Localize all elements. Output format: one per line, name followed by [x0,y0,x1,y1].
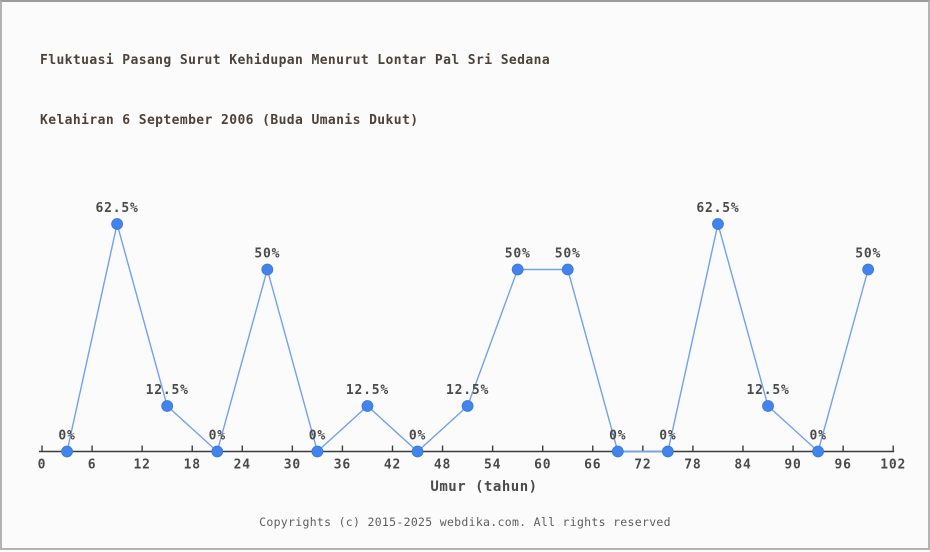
data-point-marker [61,445,73,458]
x-axis-tick-label: 96 [834,458,851,473]
x-axis-tick-label: 78 [684,458,701,473]
data-point-marker [862,263,875,276]
x-axis-tick-label: 72 [634,458,651,473]
x-axis-tick-label: 6 [88,458,97,473]
data-point-label: 50% [555,247,581,262]
data-point-label: 62.5% [96,201,139,216]
x-axis-tick-label: 90 [784,458,801,473]
x-axis-tick-label: 30 [284,458,301,473]
chart-title-line-2: Kelahiran 6 September 2006 (Buda Umanis … [40,113,419,128]
chart-title: Fluktuasi Pasang Surut Kehidupan Menurut… [40,11,550,151]
data-point-marker [111,218,124,230]
x-axis-tick-label: 102 [880,458,906,473]
data-point-label: 12.5% [346,383,389,398]
x-axis-tick-label: 66 [584,458,601,473]
data-point-marker [311,445,324,458]
data-point-marker [812,445,824,458]
x-axis-tick-label: 0 [38,458,47,473]
x-axis-tick-label: 42 [384,458,401,473]
data-point-label: 0% [659,429,676,444]
data-point-label: 0% [409,429,426,444]
data-point-marker [511,263,524,276]
data-point-marker [712,218,724,230]
data-point-marker [461,400,474,412]
data-point-label: 50% [855,247,881,262]
data-point-label: 12.5% [146,383,189,398]
data-point-marker [762,400,774,412]
data-line [66,223,869,453]
x-axis-tick-label: 36 [334,458,351,473]
data-point-marker [161,400,174,412]
chart-title-line-1: Fluktuasi Pasang Surut Kehidupan Menurut… [40,53,551,68]
data-point-label: 62.5% [696,201,739,216]
data-point-label: 12.5% [746,383,789,398]
data-point-label: 12.5% [446,383,489,398]
data-point-marker [561,263,574,276]
data-point-label: 0% [58,429,75,444]
data-point-label: 0% [809,429,826,444]
x-axis-tick-label: 18 [184,458,201,473]
data-point-marker [611,445,624,458]
data-point-label: 0% [309,429,326,444]
x-axis-tick-label: 60 [534,458,551,473]
data-point-marker [661,445,674,458]
data-point-label: 0% [209,429,226,444]
x-axis-tick-label: 48 [434,458,451,473]
data-point-marker [361,400,374,412]
data-point-marker [411,445,424,458]
data-point-label: 50% [254,247,280,262]
data-point-marker [211,445,224,458]
x-axis-tick-label: 84 [734,458,751,473]
data-point-label: 50% [505,247,531,262]
copyright-footer: Copyrights (c) 2015-2025 webdika.com. Al… [259,515,671,529]
x-axis-tick-label: 12 [134,458,151,473]
x-axis-tick-label: 24 [234,458,251,473]
x-axis-tick-label: 54 [484,458,501,473]
data-point-marker [261,263,274,276]
x-axis-label: Umur (tahun) [430,479,537,495]
data-point-label: 0% [609,429,626,444]
